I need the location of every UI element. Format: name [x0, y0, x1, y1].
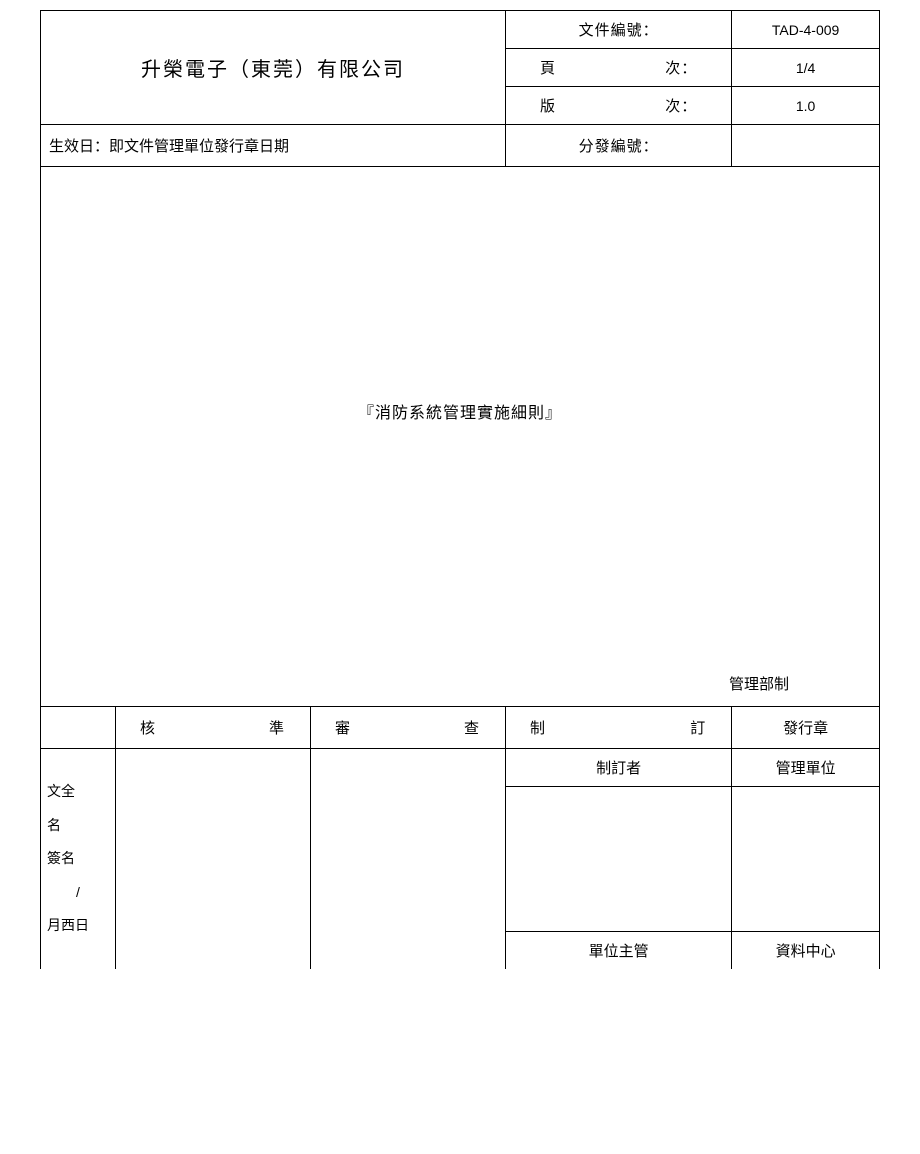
department-maker: 管理部制 — [729, 673, 789, 694]
distribution-value — [732, 125, 880, 167]
version-value: 1.0 — [732, 87, 880, 125]
effective-date-cell: 生效日：即文件管理單位發行章日期 — [41, 125, 506, 167]
signoff-side-label: 文全 名 簽名 / 月西日 — [41, 749, 116, 970]
approve-signature-cell — [116, 749, 311, 970]
author-label: 制訂者 — [506, 749, 732, 787]
author-signature-cell — [506, 787, 732, 932]
distribution-label: 分發編號： — [506, 125, 732, 167]
company-name-cell: 升榮電子（東莞）有限公司 — [41, 11, 506, 125]
page-value: 1/4 — [732, 49, 880, 87]
page-label: 頁 次： — [506, 49, 732, 87]
document-title: 『消防系統管理實施細則』 — [41, 399, 879, 423]
mgmt-unit-label: 管理單位 — [732, 749, 880, 787]
data-center-label: 資料中心 — [732, 932, 880, 970]
document-title-block: 『消防系統管理實施細則』 管理部制 — [41, 167, 880, 707]
doc-number-value: TAD-4-009 — [732, 11, 880, 49]
signoff-approve-header: 核 準 — [116, 707, 311, 749]
signoff-blank-header — [41, 707, 116, 749]
signoff-issue-header: 發行章 — [732, 707, 880, 749]
document-form-table: 升榮電子（東莞）有限公司 文件編號： TAD-4-009 頁 次： 1/4 版 … — [40, 10, 880, 969]
signoff-review-header: 審 查 — [311, 707, 506, 749]
unit-head-label: 單位主管 — [506, 932, 732, 970]
effective-date-text: 生效日：即文件管理單位發行章日期 — [49, 138, 289, 155]
review-signature-cell — [311, 749, 506, 970]
company-name: 升榮電子（東莞）有限公司 — [141, 59, 405, 81]
doc-number-label: 文件編號： — [506, 11, 732, 49]
mgmt-unit-signature-cell — [732, 787, 880, 932]
version-label: 版 次： — [506, 87, 732, 125]
signoff-establish-header: 制 訂 — [506, 707, 732, 749]
